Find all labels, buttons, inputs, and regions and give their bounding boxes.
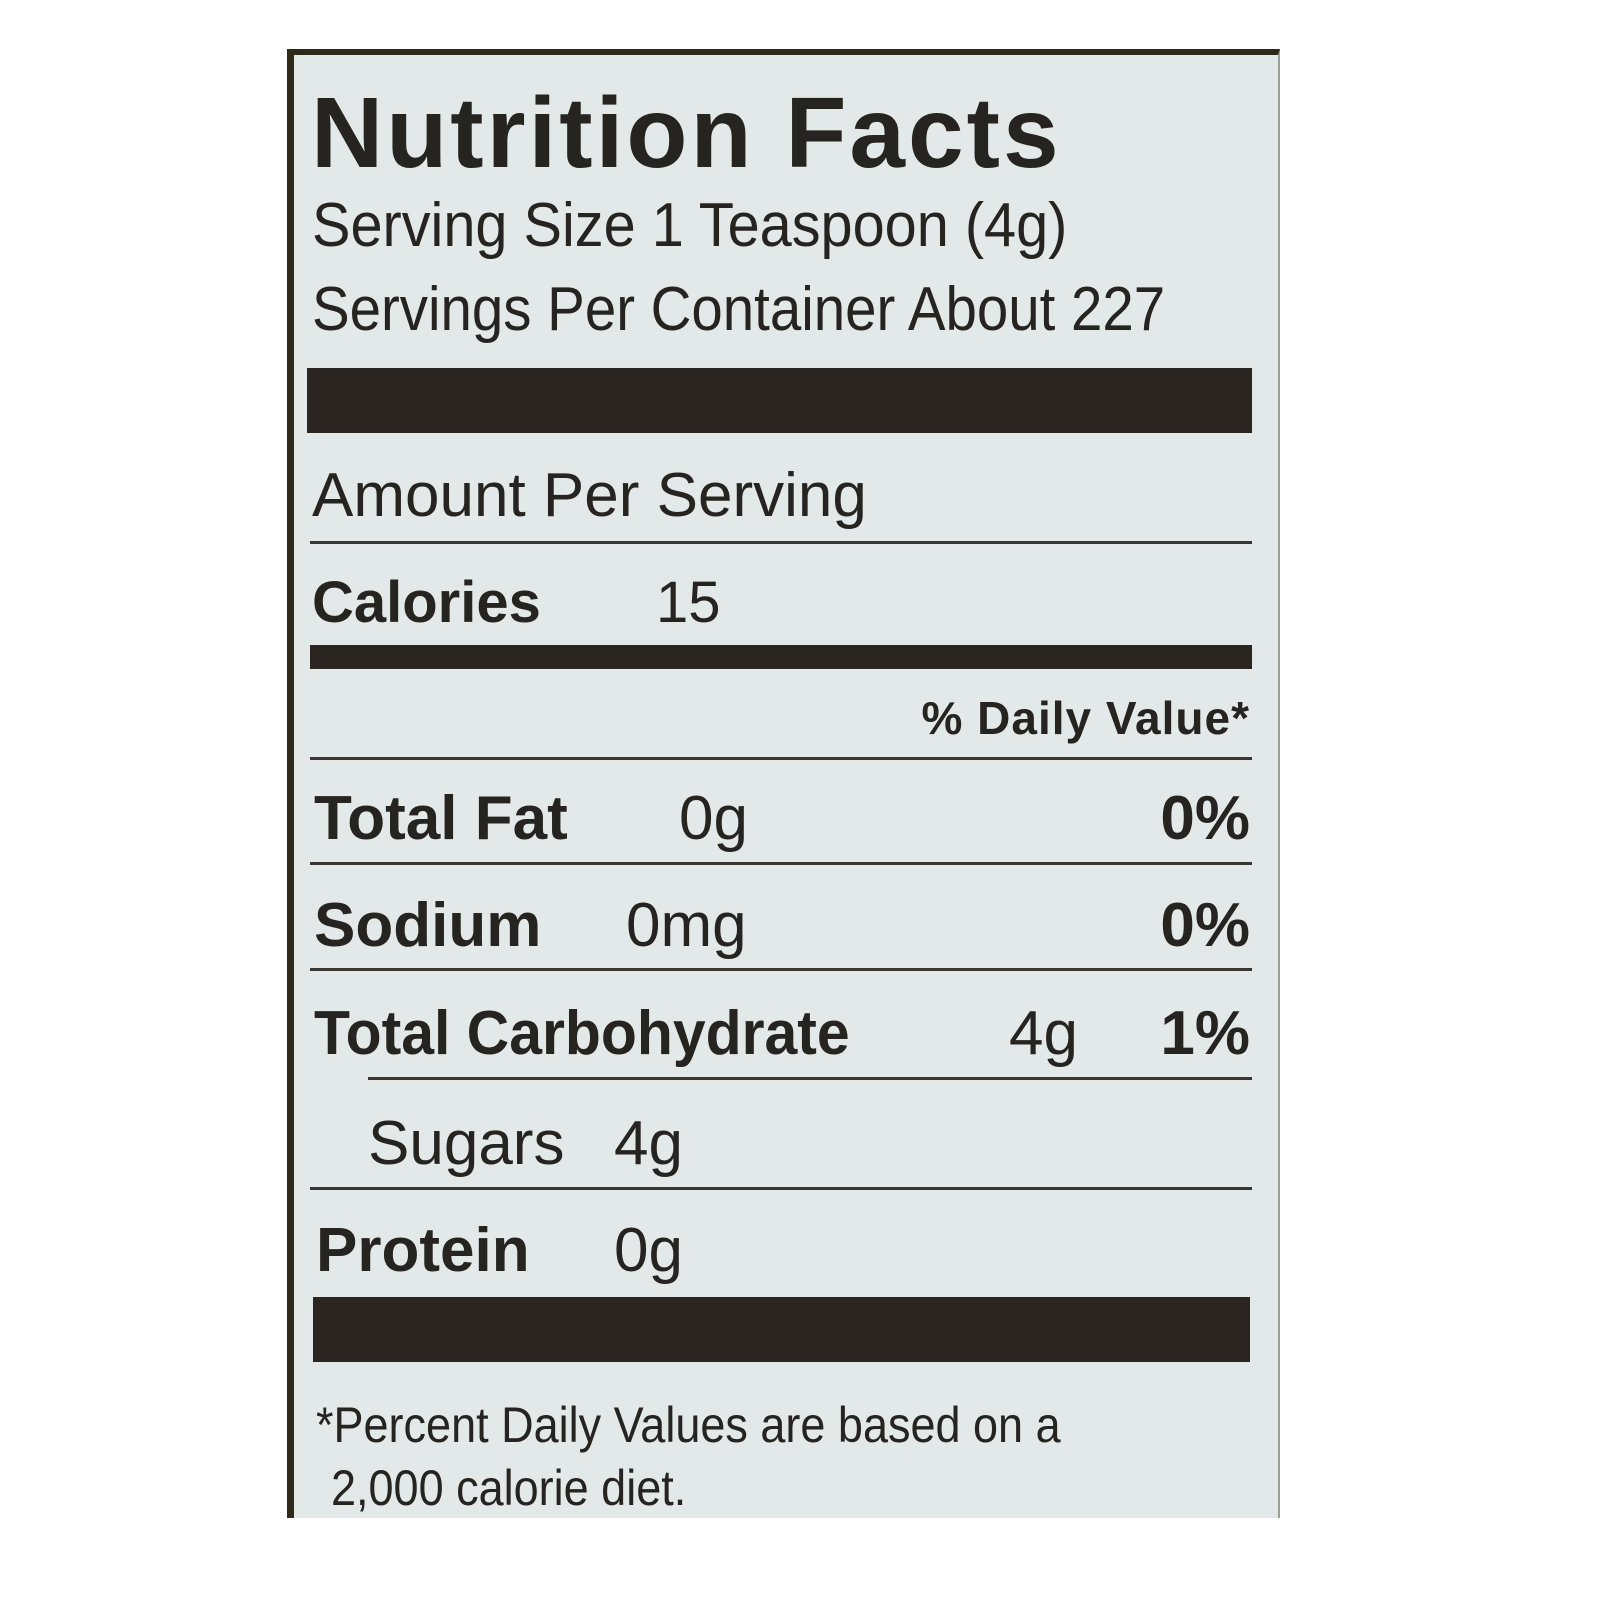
nutrition-facts-panel: Nutrition Facts Serving Size 1 Teaspoon …: [287, 49, 1280, 1518]
calories-label: Calories: [312, 570, 541, 635]
nutrient-label: Total Fat: [314, 784, 568, 853]
divider: [310, 1187, 1252, 1190]
nutrient-label: Total Carbohydrate: [314, 999, 850, 1068]
nutrient-label: Protein: [316, 1216, 530, 1285]
nutrient-label: Sodium: [314, 891, 542, 960]
thick-divider: [307, 368, 1252, 433]
amount-per-serving: Amount Per Serving: [312, 461, 867, 530]
footnote-line2: 2,000 calorie diet.: [331, 1460, 687, 1516]
nutrient-label: Sugars: [368, 1109, 565, 1178]
nutrient-amount: 0g: [614, 1216, 683, 1285]
nutrient-dv: 0%: [1160, 784, 1250, 853]
divider: [310, 541, 1252, 544]
footnote-line1: *Percent Daily Values are based on a: [316, 1397, 1061, 1453]
serving-size: Serving Size 1 Teaspoon (4g): [312, 191, 1068, 260]
calories-value: 15: [656, 570, 721, 635]
nutrient-amount: 0g: [679, 784, 748, 853]
nutrient-amount: 4g: [1009, 999, 1078, 1068]
medium-divider: [310, 645, 1252, 669]
servings-per-container: Servings Per Container About 227: [312, 275, 1166, 344]
nutrient-amount: 0mg: [626, 891, 747, 960]
nutrient-amount: 4g: [614, 1109, 683, 1178]
divider: [310, 757, 1252, 760]
divider: [310, 968, 1252, 971]
thick-divider: [313, 1297, 1250, 1362]
nutrient-dv: 1%: [1160, 999, 1250, 1068]
daily-value-header: % Daily Value*: [921, 692, 1250, 744]
nutrient-dv: 0%: [1160, 891, 1250, 960]
divider: [310, 862, 1252, 865]
label-title: Nutrition Facts: [311, 77, 1062, 189]
divider: [368, 1077, 1252, 1080]
